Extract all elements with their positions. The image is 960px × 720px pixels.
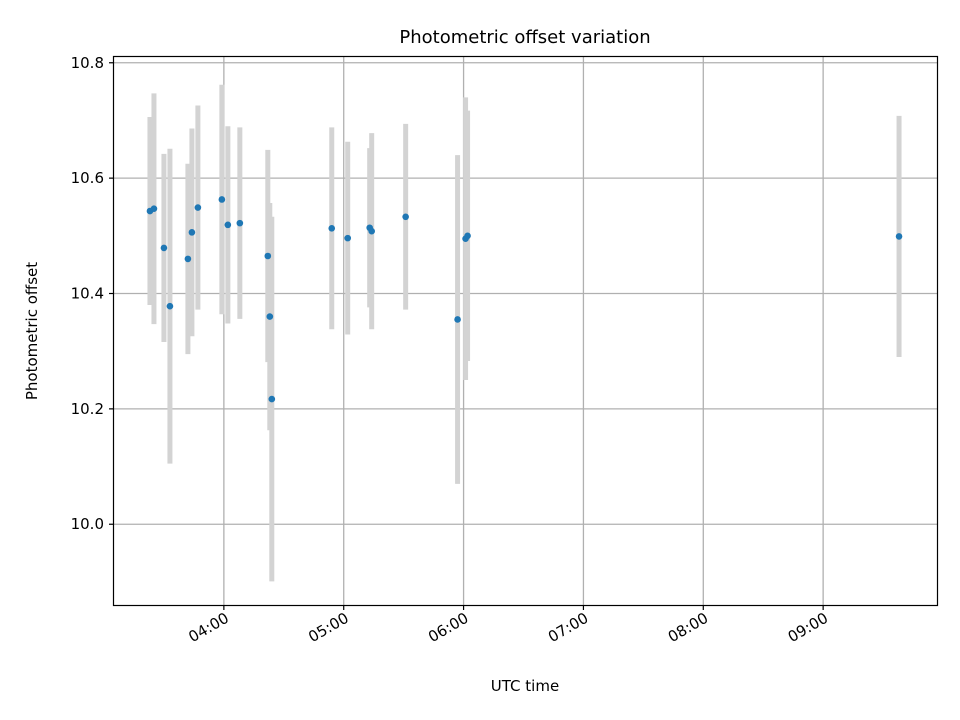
y-tick-label: 10.2 <box>71 400 104 418</box>
data-point <box>194 204 202 211</box>
y-tick-label: 10.8 <box>71 54 104 72</box>
y-tick-label: 10.0 <box>71 515 104 533</box>
data-point <box>224 221 232 229</box>
data-points <box>146 196 903 403</box>
data-point <box>266 313 274 320</box>
data-point <box>464 232 471 240</box>
data-point <box>184 255 192 263</box>
data-point <box>344 234 352 242</box>
y-axis-ticks: 10.0 10.2 10.4 10.6 10.8 <box>71 54 114 533</box>
data-point <box>454 316 461 323</box>
y-tick-label: 10.4 <box>71 285 104 303</box>
data-point <box>368 227 375 235</box>
data-point <box>264 252 272 260</box>
data-point <box>160 244 168 252</box>
data-point <box>236 219 244 227</box>
plot-frame <box>112 55 939 607</box>
chart-title: Photometric offset variation <box>399 27 650 48</box>
data-point <box>268 395 276 403</box>
data-point <box>188 229 196 236</box>
data-point <box>166 302 174 310</box>
x-axis-label: UTC time <box>491 677 559 695</box>
y-tick-label: 10.6 <box>71 169 104 187</box>
data-point <box>328 225 336 232</box>
data-point <box>402 213 409 221</box>
y-axis-label: Photometric offset <box>23 262 41 400</box>
data-point <box>150 205 158 213</box>
data-point <box>895 233 903 240</box>
data-point <box>218 196 226 203</box>
